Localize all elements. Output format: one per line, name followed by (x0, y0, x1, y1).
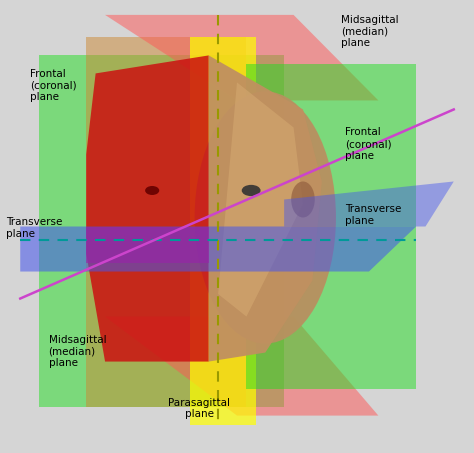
Polygon shape (105, 15, 378, 101)
Ellipse shape (195, 92, 336, 343)
Text: Transverse
plane: Transverse plane (6, 217, 63, 239)
Polygon shape (39, 55, 284, 407)
Polygon shape (86, 226, 209, 263)
Text: Midsagittal
(median)
plane: Midsagittal (median) plane (48, 335, 106, 368)
Polygon shape (209, 55, 322, 361)
Ellipse shape (291, 182, 315, 217)
Polygon shape (284, 182, 454, 226)
Text: Parasagittal
plane: Parasagittal plane (168, 398, 230, 419)
Ellipse shape (145, 186, 159, 195)
Polygon shape (190, 38, 256, 424)
Polygon shape (86, 38, 246, 407)
Text: Frontal
(coronal)
plane: Frontal (coronal) plane (30, 69, 76, 102)
Text: Frontal
(coronal)
plane: Frontal (coronal) plane (346, 127, 392, 161)
Ellipse shape (242, 185, 261, 196)
Text: Transverse
plane: Transverse plane (346, 204, 402, 226)
Polygon shape (218, 82, 303, 317)
Polygon shape (20, 226, 416, 271)
Polygon shape (86, 55, 209, 361)
Polygon shape (105, 317, 378, 415)
Polygon shape (246, 64, 416, 389)
Text: Midsagittal
(median)
plane: Midsagittal (median) plane (341, 15, 398, 48)
